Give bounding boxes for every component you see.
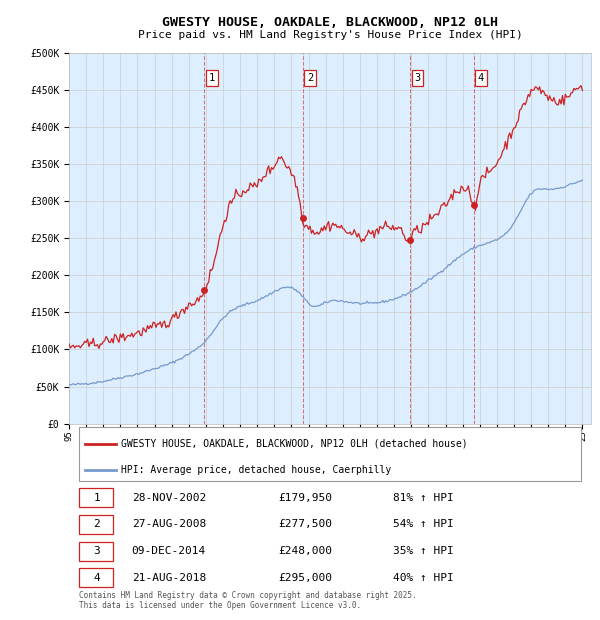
Text: 4: 4	[93, 573, 100, 583]
Bar	[203, 53, 205, 423]
Text: 2: 2	[93, 520, 100, 529]
Text: 3: 3	[414, 73, 421, 83]
Text: HPI: Average price, detached house, Caerphilly: HPI: Average price, detached house, Caer…	[121, 465, 391, 475]
Text: 28-NOV-2002: 28-NOV-2002	[131, 493, 206, 503]
Text: £179,950: £179,950	[278, 493, 332, 503]
Text: 21-AUG-2018: 21-AUG-2018	[131, 573, 206, 583]
Text: GWESTY HOUSE, OAKDALE, BLACKWOOD, NP12 0LH (detached house): GWESTY HOUSE, OAKDALE, BLACKWOOD, NP12 0…	[121, 438, 468, 448]
Text: 1: 1	[209, 73, 215, 83]
Text: Contains HM Land Registry data © Crown copyright and database right 2025.
This d: Contains HM Land Registry data © Crown c…	[79, 591, 417, 610]
FancyBboxPatch shape	[79, 541, 113, 560]
FancyBboxPatch shape	[79, 515, 113, 534]
Text: 40% ↑ HPI: 40% ↑ HPI	[392, 573, 454, 583]
Bar	[473, 53, 475, 423]
Text: 35% ↑ HPI: 35% ↑ HPI	[392, 546, 454, 556]
Text: 54% ↑ HPI: 54% ↑ HPI	[392, 520, 454, 529]
Text: Price paid vs. HM Land Registry's House Price Index (HPI): Price paid vs. HM Land Registry's House …	[137, 30, 523, 40]
Text: £277,500: £277,500	[278, 520, 332, 529]
Text: 4: 4	[478, 73, 484, 83]
Text: 09-DEC-2014: 09-DEC-2014	[131, 546, 206, 556]
Bar	[302, 53, 304, 423]
Text: £295,000: £295,000	[278, 573, 332, 583]
Text: £248,000: £248,000	[278, 546, 332, 556]
FancyBboxPatch shape	[79, 568, 113, 587]
Text: 1: 1	[93, 493, 100, 503]
Text: 3: 3	[93, 546, 100, 556]
Text: 81% ↑ HPI: 81% ↑ HPI	[392, 493, 454, 503]
Text: 27-AUG-2008: 27-AUG-2008	[131, 520, 206, 529]
Text: GWESTY HOUSE, OAKDALE, BLACKWOOD, NP12 0LH: GWESTY HOUSE, OAKDALE, BLACKWOOD, NP12 0…	[162, 16, 498, 29]
Text: 2: 2	[307, 73, 313, 83]
FancyBboxPatch shape	[79, 427, 581, 480]
FancyBboxPatch shape	[79, 489, 113, 507]
Bar	[409, 53, 411, 423]
